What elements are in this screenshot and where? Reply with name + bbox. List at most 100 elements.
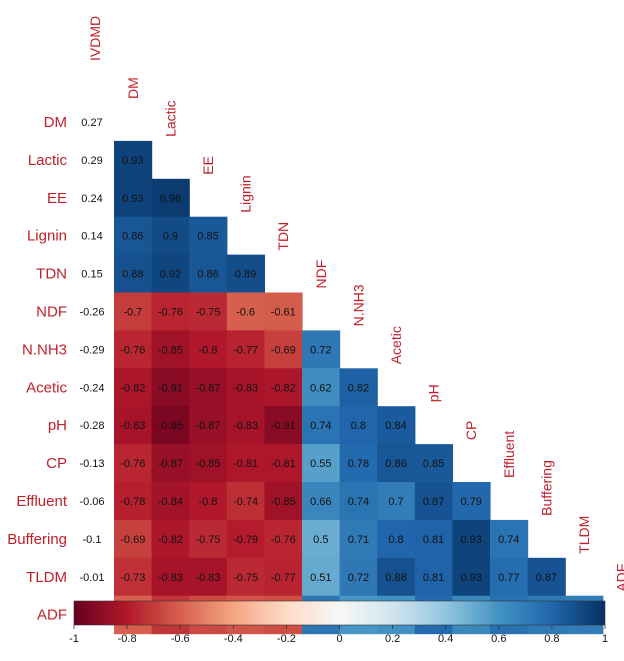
heatmap-cell bbox=[189, 368, 228, 407]
cell-value: 0.93 bbox=[460, 572, 481, 584]
ivdmd-value: -0.29 bbox=[79, 344, 104, 356]
heatmap-cell bbox=[189, 254, 228, 294]
cell-value: -0.69 bbox=[120, 534, 145, 546]
color-legend: -1 -0.8 -0.6 -0.4 -0.2 0 0.2 0.4 0.6 0.8 1 bbox=[69, 600, 608, 645]
cell-value: -0.83 bbox=[195, 572, 220, 584]
column-label: Buffering bbox=[538, 460, 554, 516]
cell-value: 0.51 bbox=[310, 572, 331, 584]
cell-value: 0.74 bbox=[310, 420, 331, 432]
column-label: ADF bbox=[614, 564, 624, 592]
cell-value: 0.81 bbox=[423, 572, 444, 584]
heatmap-cell bbox=[302, 557, 341, 597]
heatmap-cell bbox=[114, 330, 153, 369]
cell-value: -0.61 bbox=[271, 306, 296, 318]
cell-value: -0.75 bbox=[195, 306, 220, 318]
cell-value: 0.93 bbox=[460, 534, 481, 546]
cell-value: -0.81 bbox=[233, 458, 258, 470]
heatmap-cell bbox=[114, 444, 153, 483]
heatmap-cell bbox=[226, 482, 265, 521]
heatmap-cell bbox=[114, 178, 153, 218]
cell-value: -0.95 bbox=[158, 420, 183, 432]
legend-tick-label: -0.4 bbox=[224, 633, 243, 645]
cell-value: 0.85 bbox=[423, 458, 444, 470]
cell-value: -0.8 bbox=[199, 344, 218, 356]
cell-value: -0.78 bbox=[120, 496, 145, 508]
heatmap-cell bbox=[189, 482, 228, 521]
heatmap-cell bbox=[226, 519, 265, 559]
heatmap-cell bbox=[452, 519, 491, 559]
heatmap-cell bbox=[339, 406, 378, 445]
cell-value: -0.6 bbox=[236, 306, 255, 318]
heatmap-cell bbox=[114, 368, 153, 407]
cell-value: -0.75 bbox=[233, 572, 258, 584]
cell-value: 0.55 bbox=[310, 458, 331, 470]
heatmap-cell bbox=[302, 482, 341, 521]
cell-value: -0.81 bbox=[271, 458, 296, 470]
ivdmd-value: -0.24 bbox=[79, 382, 104, 394]
column-label: DM bbox=[125, 77, 141, 99]
cell-value: 0.71 bbox=[348, 534, 369, 546]
ivdmd-value: -0.13 bbox=[79, 458, 104, 470]
ivdmd-column: 0.27 0.29 0.24 0.14 0.15 -0.26 -0.29 -0.24 -0.28… bbox=[79, 117, 104, 622]
cell-value: 0.89 bbox=[235, 269, 256, 281]
heatmap-cell bbox=[226, 406, 265, 445]
heatmap-cell bbox=[302, 368, 341, 407]
legend-tick-label: -1 bbox=[69, 633, 79, 645]
cell-value: -0.83 bbox=[233, 420, 258, 432]
cell-value: 0.74 bbox=[498, 534, 519, 546]
heatmap-cell bbox=[490, 557, 529, 597]
legend-tick-label: 0.8 bbox=[544, 633, 559, 645]
heatmap-cell bbox=[151, 557, 190, 597]
heatmap-cell bbox=[339, 519, 378, 559]
column-label: TLDM bbox=[576, 516, 592, 554]
heatmap-cell bbox=[414, 519, 453, 559]
ivdmd-value: -0.26 bbox=[79, 306, 104, 318]
cell-value: 0.86 bbox=[197, 269, 218, 281]
cell-value: -0.85 bbox=[195, 458, 220, 470]
heatmap-cell bbox=[339, 444, 378, 483]
cell-value: -0.91 bbox=[158, 382, 183, 394]
heatmap-cell bbox=[151, 444, 190, 483]
heatmap-cell bbox=[189, 330, 228, 369]
row-label: Lactic bbox=[28, 152, 68, 169]
heatmap-cell bbox=[302, 444, 341, 483]
ivdmd-value: 0.14 bbox=[81, 231, 102, 243]
heatmap-cell bbox=[114, 406, 153, 445]
column-label: EE bbox=[200, 156, 216, 175]
cell-value: 0.88 bbox=[122, 269, 143, 281]
heatmap-cell bbox=[114, 140, 153, 180]
cell-value: 0.77 bbox=[498, 572, 519, 584]
heatmap-cell bbox=[151, 292, 190, 331]
column-label: pH bbox=[426, 384, 442, 402]
column-label: CP bbox=[463, 421, 479, 440]
heatmap-cell bbox=[151, 519, 190, 559]
heatmap-cell bbox=[226, 368, 265, 407]
row-label: DM bbox=[44, 114, 67, 131]
column-labels: IVDMD DM Lactic EE Lignin TDN NDF N.NH3 Acetic pH… bbox=[87, 16, 624, 592]
row-label: CP bbox=[46, 455, 67, 472]
row-label: Buffering bbox=[7, 531, 67, 548]
legend-colorbar bbox=[73, 600, 606, 626]
ivdmd-value: 0.24 bbox=[81, 193, 102, 205]
cell-value: -0.83 bbox=[120, 420, 145, 432]
cell-value: 0.7 bbox=[388, 496, 403, 508]
legend-tick-label: -0.2 bbox=[277, 633, 296, 645]
heatmap-cell bbox=[264, 292, 303, 331]
heatmap-cell bbox=[414, 444, 453, 483]
heatmap-cell bbox=[302, 330, 341, 369]
cell-value: 0.82 bbox=[348, 382, 369, 394]
heatmap-cell bbox=[264, 557, 303, 597]
legend-tick-label: 0.4 bbox=[438, 633, 453, 645]
heatmap-cell bbox=[151, 178, 190, 218]
heatmap-cell bbox=[151, 368, 190, 407]
heatmap-cell bbox=[264, 482, 303, 521]
cell-value: -0.87 bbox=[195, 420, 220, 432]
heatmap-cell bbox=[302, 519, 341, 559]
legend-tick-label: 1 bbox=[602, 633, 608, 645]
heatmap-cell bbox=[452, 557, 491, 597]
heatmap-cell bbox=[452, 482, 491, 521]
cell-value: -0.75 bbox=[195, 534, 220, 546]
cell-value: 0.72 bbox=[348, 572, 369, 584]
heatmap-cell bbox=[527, 557, 566, 597]
heatmap-cell bbox=[264, 519, 303, 559]
